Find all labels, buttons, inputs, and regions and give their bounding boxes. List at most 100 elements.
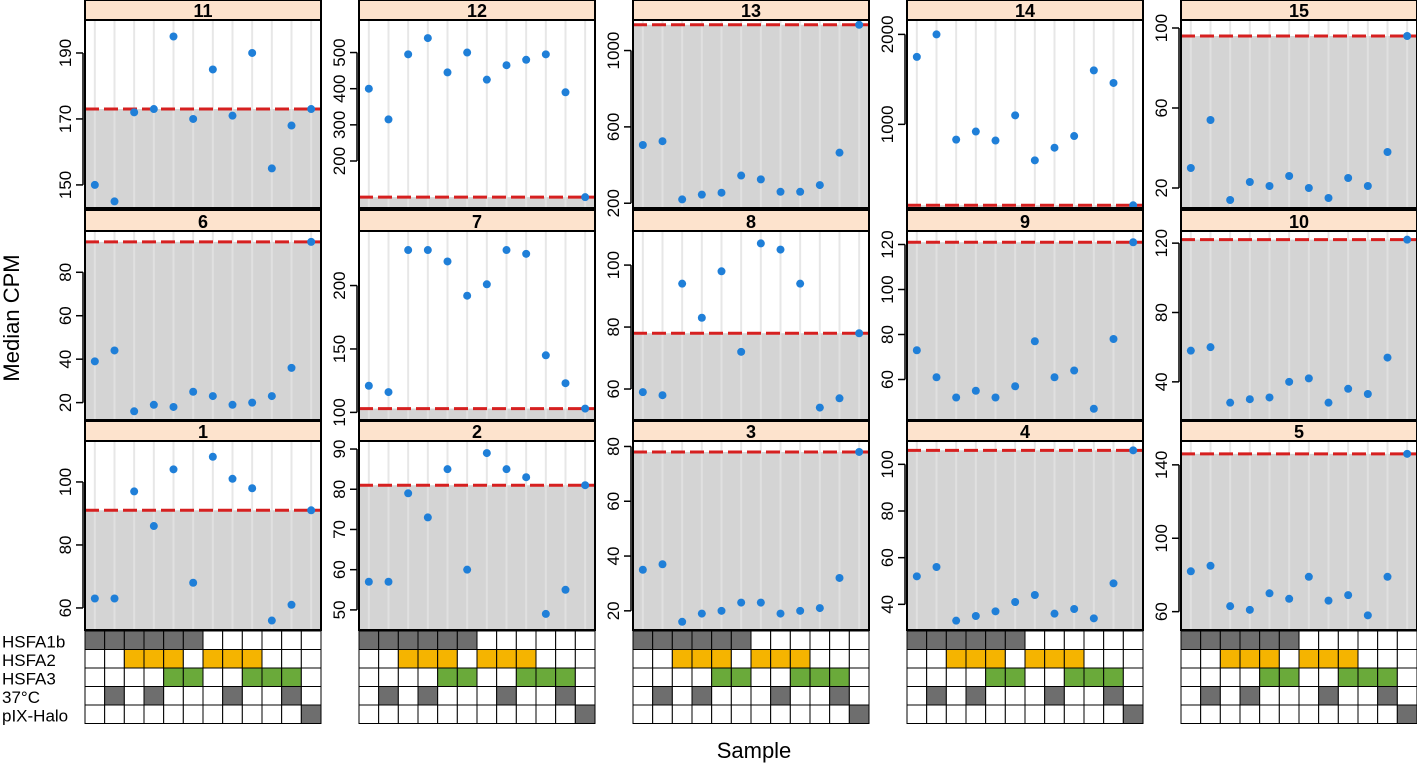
matrix-cell [535, 704, 557, 724]
matrix-cell [535, 630, 557, 650]
matrix-cell [222, 686, 243, 706]
matrix-cell [770, 630, 791, 650]
y-tick-label: 60 [604, 492, 623, 511]
matrix-cell [281, 704, 302, 724]
matrix-cell [417, 686, 439, 706]
matrix-cell [711, 686, 732, 706]
data-point [1186, 346, 1195, 355]
data-point [1324, 596, 1333, 605]
data-point [855, 20, 864, 29]
below-threshold-region [85, 109, 321, 208]
y-tick-label: 60 [56, 598, 75, 617]
panel-title: 1 [198, 422, 208, 442]
data-point [1186, 567, 1195, 576]
matrix-cell [652, 649, 673, 669]
matrix-cell [965, 686, 987, 706]
y-tick-label: 200 [330, 271, 349, 299]
data-point [1206, 343, 1215, 352]
matrix-cell [476, 704, 498, 724]
data-point [1089, 404, 1098, 413]
matrix-cell [1357, 630, 1379, 650]
matrix-cell [261, 667, 283, 687]
y-tick-label: 80 [878, 325, 897, 344]
y-tick-label: 80 [878, 502, 897, 521]
matrix-cell [496, 630, 517, 650]
facet-panel-1: 1 60 80 100 [56, 420, 322, 631]
design-matrix [84, 630, 322, 724]
panel-title: 15 [1289, 1, 1309, 21]
matrix-cell [1377, 649, 1398, 669]
data-point [1206, 561, 1215, 570]
matrix-cell [1083, 667, 1105, 687]
y-axis: 20 60 100 [1152, 14, 1180, 197]
matrix-cell [1044, 630, 1065, 650]
data-point [971, 127, 980, 136]
matrix-cell [397, 630, 419, 650]
data-point [482, 280, 491, 289]
data-point [522, 55, 531, 64]
data-point [1285, 594, 1294, 603]
matrix-cell [358, 686, 380, 706]
matrix-cell [104, 667, 125, 687]
matrix-cell [1200, 630, 1221, 650]
matrix-cell [711, 649, 732, 669]
below-threshold-region [359, 485, 595, 630]
matrix-cell [926, 649, 947, 669]
matrix-cell [1024, 704, 1046, 724]
y-axis: 60 80 100 [604, 251, 632, 398]
panel-header [906, 209, 1144, 232]
data-point [1304, 374, 1313, 383]
data-point [1011, 111, 1020, 120]
matrix-cell [1337, 649, 1359, 669]
data-point [932, 563, 941, 571]
data-point [952, 393, 961, 402]
data-point [169, 465, 178, 474]
data-point [502, 246, 511, 255]
facet-panel-14: 14 1000 2000 [878, 0, 1144, 210]
matrix-cell [691, 630, 713, 650]
matrix-cell [1318, 704, 1339, 724]
matrix-cell [1337, 686, 1359, 706]
data-point [815, 604, 824, 613]
data-point [541, 50, 550, 59]
matrix-cell [730, 649, 752, 669]
matrix-cell [1063, 686, 1085, 706]
y-axis: 200 600 1000 [604, 32, 632, 217]
data-point [307, 506, 316, 515]
matrix-cell [456, 649, 478, 669]
below-threshold-region [1181, 453, 1417, 630]
matrix-cell [1337, 704, 1359, 724]
matrix-cell [1259, 630, 1280, 650]
data-point [971, 386, 980, 395]
matrix-cell [456, 704, 478, 724]
matrix-cell [965, 704, 987, 724]
data-point [110, 197, 119, 206]
matrix-cell [906, 630, 928, 650]
matrix-cell [671, 630, 693, 650]
matrix-cell [574, 630, 596, 650]
matrix-cell [1357, 704, 1379, 724]
facet-panel-11: 11 150 170 190 [56, 0, 322, 209]
matrix-cell [1318, 649, 1339, 669]
y-tick-label: 80 [604, 318, 623, 337]
data-point [287, 600, 296, 609]
matrix-cell [84, 649, 106, 669]
y-tick-label: 20 [56, 393, 75, 412]
matrix-cell [261, 630, 283, 650]
data-point [717, 267, 726, 276]
matrix-cell [104, 630, 125, 650]
data-point [776, 609, 785, 618]
data-point [1304, 184, 1313, 192]
matrix-cell [281, 649, 302, 669]
data-point [658, 560, 667, 569]
data-point [110, 594, 119, 603]
facet-panel-8: 8 60 80 100 [604, 209, 870, 421]
data-point [1285, 377, 1294, 386]
panel-background [359, 231, 595, 420]
y-tick-label: 40 [56, 350, 75, 369]
matrix-cell [1083, 686, 1105, 706]
matrix-cell [945, 630, 967, 650]
matrix-cell [1219, 630, 1241, 650]
matrix-cell [143, 704, 165, 724]
data-point [1403, 449, 1412, 458]
